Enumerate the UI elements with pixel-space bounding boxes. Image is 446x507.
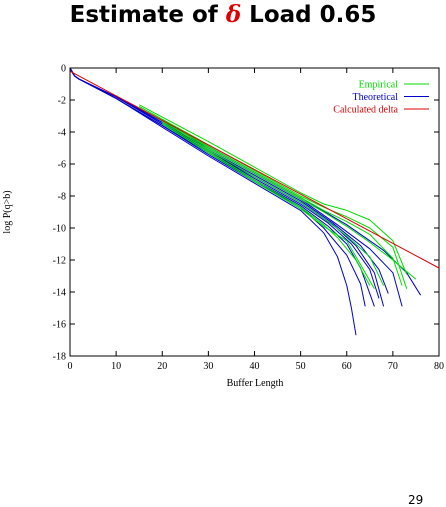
x-tick-label: 80 — [434, 361, 444, 372]
y-tick-label: -16 — [53, 320, 66, 331]
series-line-empirical-2 — [138, 107, 403, 286]
y-tick-label: -14 — [53, 288, 66, 299]
x-tick-label: 10 — [111, 361, 121, 372]
x-axis-label: Buffer Length — [227, 378, 284, 389]
y-tick-label: -12 — [53, 256, 66, 267]
y-axis: 0 -2 -4 -6 -8 -10 -12 -14 -16 -18 — [53, 64, 439, 363]
series-line-theoretical-8 — [69, 67, 366, 307]
x-axis: 0 10 20 30 40 50 60 70 80 — [68, 68, 444, 372]
series-line-theoretical-10 — [69, 67, 380, 299]
title-suffix: Load 0.65 — [241, 2, 377, 28]
x-tick-label: 40 — [250, 361, 260, 372]
y-tick-label: -4 — [58, 128, 66, 139]
y-tick-label: -10 — [53, 224, 66, 235]
title-prefix: Estimate of — [69, 2, 226, 28]
title-delta-symbol: δ — [225, 1, 242, 28]
y-tick-label: -6 — [58, 160, 66, 171]
series-line-calculated-15 — [69, 70, 440, 269]
y-tick-label: -2 — [58, 96, 66, 107]
series-line-theoretical-12 — [69, 67, 389, 294]
legend-label-calculated: Calculated delta — [333, 105, 398, 116]
x-tick-label: 70 — [388, 361, 398, 372]
y-axis-label: log P(q>b) — [2, 190, 13, 233]
legend-label-theoretical: Theoretical — [352, 92, 398, 103]
legend-label-empirical: Empirical — [359, 80, 399, 91]
y-tick-label: -8 — [58, 192, 66, 203]
slide-title: Estimate of δ Load 0.65 — [0, 0, 446, 30]
x-tick-label: 30 — [203, 361, 213, 372]
y-tick-label: -18 — [53, 352, 66, 363]
x-tick-label: 60 — [342, 361, 352, 372]
page-number: 29 — [408, 493, 424, 507]
series-line-empirical-0 — [138, 104, 408, 275]
series-line-empirical-5 — [162, 121, 371, 286]
series-line-empirical-3 — [162, 118, 417, 280]
series-line-empirical-6 — [162, 123, 375, 290]
y-tick-label: 0 — [61, 64, 66, 75]
x-tick-label: 20 — [157, 361, 167, 372]
series-line-theoretical-9 — [69, 67, 375, 307]
x-tick-label: 0 — [68, 361, 73, 372]
x-tick-label: 50 — [296, 361, 306, 372]
plot-layer — [69, 67, 440, 357]
series-line-empirical-4 — [162, 120, 385, 286]
